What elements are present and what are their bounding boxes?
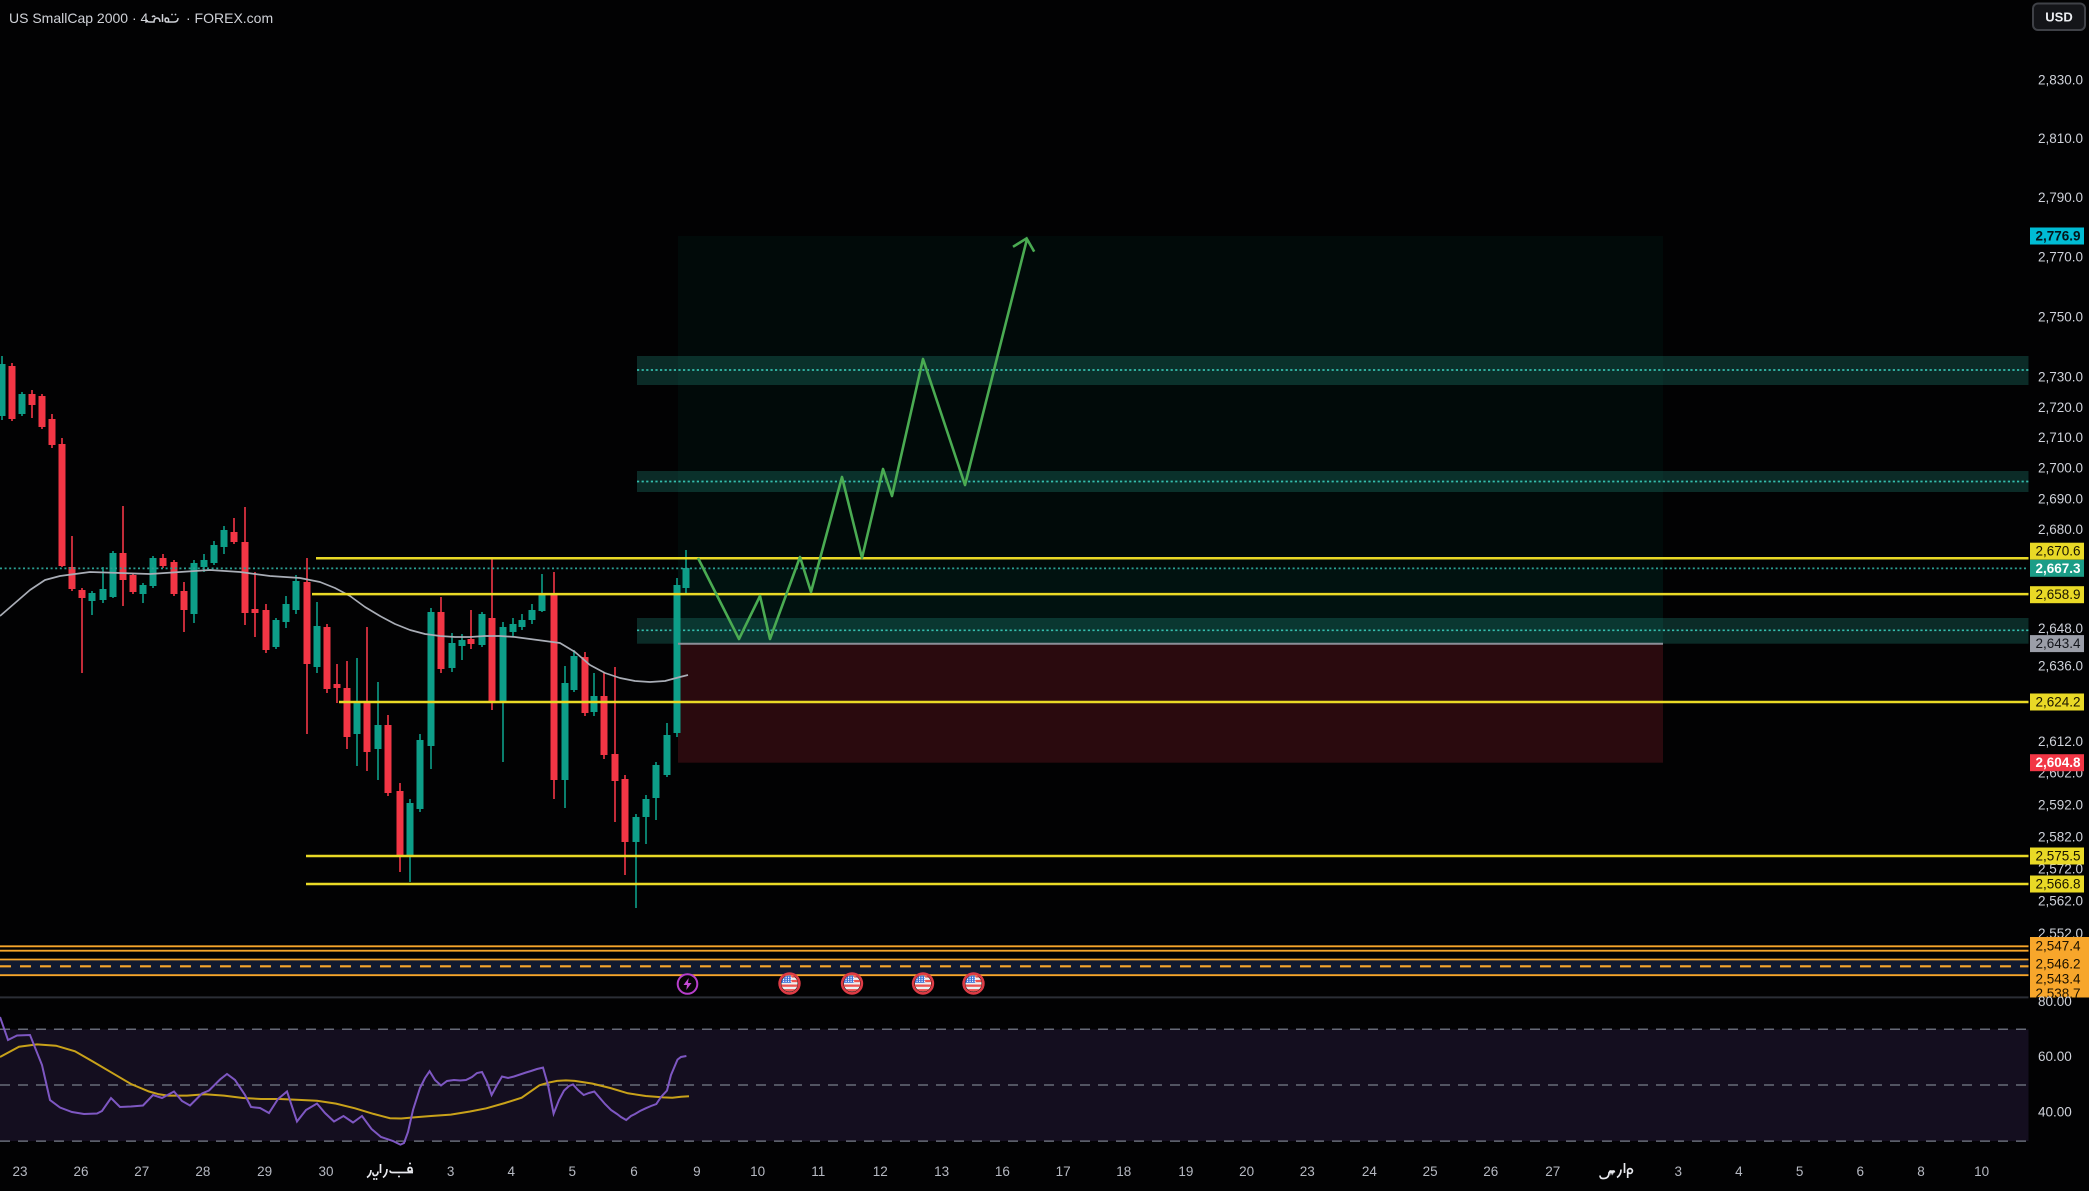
svg-text:2,612.0: 2,612.0 [2038, 734, 2083, 749]
svg-text:12: 12 [873, 1164, 888, 1179]
svg-text:80.00: 80.00 [2038, 994, 2072, 1009]
svg-text:2,543.4: 2,543.4 [2035, 972, 2081, 987]
svg-text:2,562.0: 2,562.0 [2038, 894, 2083, 909]
svg-text:26: 26 [73, 1164, 88, 1179]
svg-text:9: 9 [693, 1164, 701, 1179]
svg-text:6: 6 [1857, 1164, 1865, 1179]
svg-text:4: 4 [1735, 1164, 1743, 1179]
svg-text:40.00: 40.00 [2038, 1105, 2072, 1120]
svg-text:2,700.0: 2,700.0 [2038, 461, 2083, 476]
svg-text:2,566.8: 2,566.8 [2035, 877, 2080, 892]
svg-text:3: 3 [1674, 1164, 1682, 1179]
svg-text:25: 25 [1423, 1164, 1438, 1179]
svg-text:2,680.0: 2,680.0 [2038, 522, 2083, 537]
svg-text:13: 13 [934, 1164, 949, 1179]
svg-text:24: 24 [1362, 1164, 1378, 1179]
svg-text:18: 18 [1116, 1164, 1131, 1179]
svg-text:20: 20 [1239, 1164, 1254, 1179]
svg-text:10: 10 [1974, 1164, 1989, 1179]
svg-text:2,790.0: 2,790.0 [2038, 190, 2083, 205]
svg-text:28: 28 [195, 1164, 210, 1179]
svg-text:2,670.6: 2,670.6 [2035, 544, 2080, 559]
svg-text:2,776.9: 2,776.9 [2035, 229, 2080, 244]
svg-text:19: 19 [1178, 1164, 1193, 1179]
svg-text:2,730.0: 2,730.0 [2038, 370, 2083, 385]
svg-text:USD: USD [2045, 10, 2072, 25]
svg-text:2,643.4: 2,643.4 [2035, 636, 2081, 651]
svg-text:8: 8 [1917, 1164, 1925, 1179]
svg-text:2,636.0: 2,636.0 [2038, 659, 2083, 674]
svg-text:2,667.3: 2,667.3 [2035, 561, 2081, 576]
svg-text:2,770.0: 2,770.0 [2038, 250, 2083, 265]
svg-text:6: 6 [630, 1164, 638, 1179]
svg-text:4: 4 [508, 1164, 516, 1179]
svg-text:2,546.2: 2,546.2 [2035, 957, 2080, 972]
svg-text:2,710.0: 2,710.0 [2038, 430, 2083, 445]
svg-text:11: 11 [811, 1164, 825, 1179]
svg-text:2,648.0: 2,648.0 [2038, 621, 2083, 636]
svg-text:29: 29 [257, 1164, 272, 1179]
svg-text:23: 23 [12, 1164, 27, 1179]
svg-text:30: 30 [318, 1164, 333, 1179]
svg-text:16: 16 [995, 1164, 1010, 1179]
svg-text:3: 3 [447, 1164, 455, 1179]
svg-text:5: 5 [569, 1164, 577, 1179]
svg-text:2,750.0: 2,750.0 [2038, 309, 2083, 324]
svg-text:26: 26 [1483, 1164, 1498, 1179]
svg-text:10: 10 [750, 1164, 765, 1179]
svg-text:2,690.0: 2,690.0 [2038, 491, 2083, 506]
svg-text:2,830.0: 2,830.0 [2038, 73, 2083, 88]
svg-text:2,624.2: 2,624.2 [2035, 695, 2080, 710]
svg-text:27: 27 [134, 1164, 149, 1179]
svg-text:· FOREX.com: · FOREX.com [186, 10, 273, 26]
svg-text:5: 5 [1796, 1164, 1804, 1179]
svg-text:2,658.9: 2,658.9 [2035, 587, 2080, 602]
svg-text:23: 23 [1300, 1164, 1315, 1179]
svg-text:2,575.5: 2,575.5 [2035, 849, 2080, 864]
svg-text:2,720.0: 2,720.0 [2038, 400, 2083, 415]
svg-text:2,547.4: 2,547.4 [2035, 939, 2081, 954]
svg-text:27: 27 [1545, 1164, 1560, 1179]
svg-text:2,810.0: 2,810.0 [2038, 131, 2083, 146]
svg-text:60.00: 60.00 [2038, 1049, 2072, 1064]
svg-text:2,582.0: 2,582.0 [2038, 829, 2083, 844]
svg-text:17: 17 [1056, 1164, 1071, 1179]
svg-text:2,592.0: 2,592.0 [2038, 797, 2083, 812]
svg-text:US SmallCap 2000 · 4: US SmallCap 2000 · 4 [9, 10, 149, 26]
svg-text:2,604.8: 2,604.8 [2035, 755, 2081, 770]
